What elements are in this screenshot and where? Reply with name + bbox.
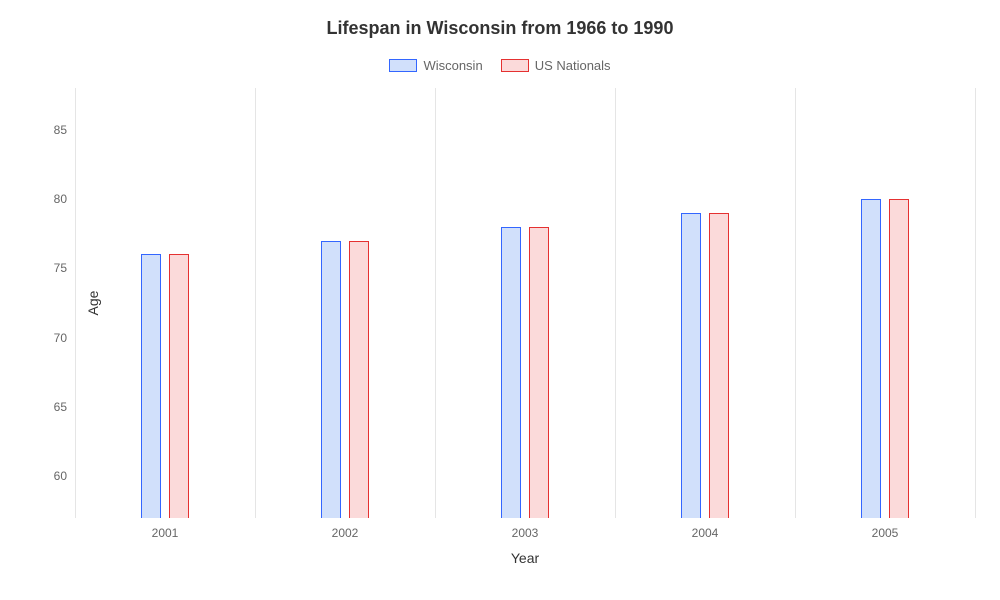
bar (681, 213, 702, 518)
bar (889, 199, 910, 518)
legend-label: Wisconsin (423, 58, 482, 73)
y-axis-label: Age (85, 291, 101, 316)
legend-item: US Nationals (501, 58, 611, 73)
legend-swatch (501, 59, 529, 72)
vertical-gridline (75, 88, 76, 518)
chart-legend: Wisconsin US Nationals (0, 58, 1000, 73)
legend-label: US Nationals (535, 58, 611, 73)
x-tick-label: 2002 (332, 518, 359, 540)
bar (169, 254, 190, 518)
bar (349, 241, 370, 518)
vertical-gridline (615, 88, 616, 518)
y-tick-label: 85 (27, 123, 75, 137)
legend-item: Wisconsin (389, 58, 482, 73)
y-tick-label: 70 (27, 331, 75, 345)
vertical-gridline (795, 88, 796, 518)
bar (529, 227, 550, 518)
bar (709, 213, 730, 518)
bar (861, 199, 882, 518)
x-tick-label: 2004 (692, 518, 719, 540)
x-tick-label: 2003 (512, 518, 539, 540)
vertical-gridline (435, 88, 436, 518)
plot-area: Age Year 2001200220032004200560657075808… (75, 88, 975, 518)
legend-swatch (389, 59, 417, 72)
y-tick-label: 65 (27, 400, 75, 414)
vertical-gridline (255, 88, 256, 518)
bar (141, 254, 162, 518)
bar (501, 227, 522, 518)
y-tick-label: 60 (27, 469, 75, 483)
y-tick-label: 75 (27, 261, 75, 275)
x-tick-label: 2005 (872, 518, 899, 540)
vertical-gridline (975, 88, 976, 518)
chart-container: Lifespan in Wisconsin from 1966 to 1990 … (0, 0, 1000, 600)
y-tick-label: 80 (27, 192, 75, 206)
chart-title: Lifespan in Wisconsin from 1966 to 1990 (0, 18, 1000, 39)
bar (321, 241, 342, 518)
x-tick-label: 2001 (152, 518, 179, 540)
